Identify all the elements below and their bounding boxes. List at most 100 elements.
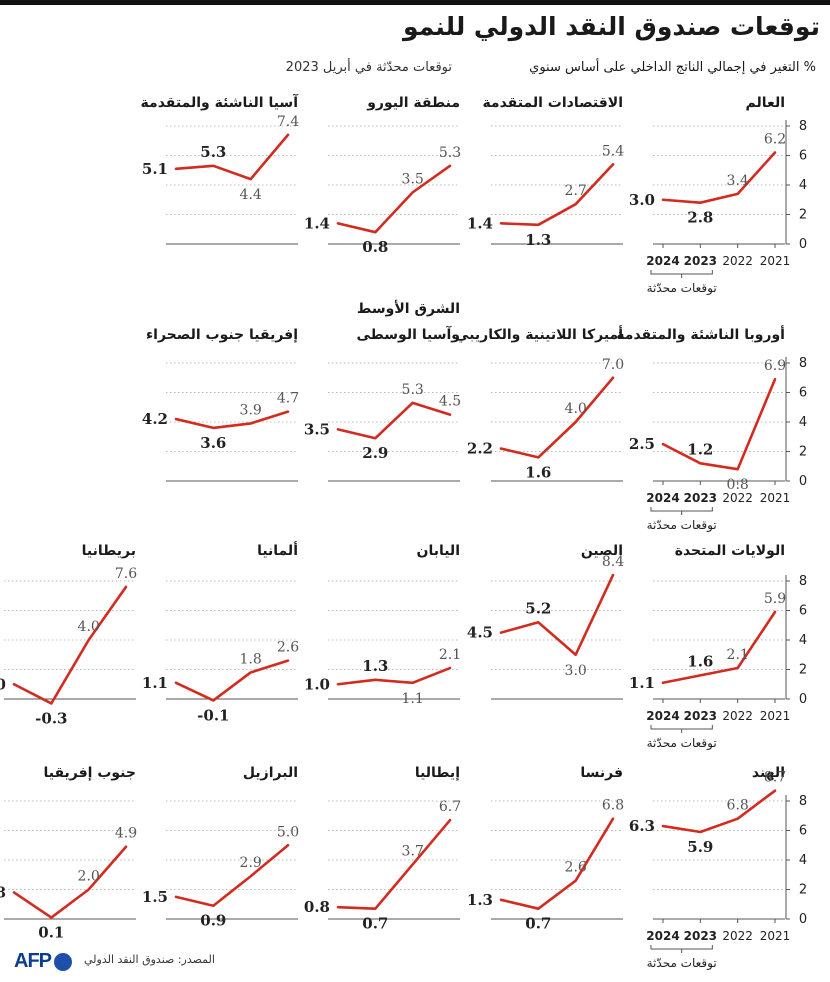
data-label: 2.1 <box>439 647 461 663</box>
data-label: 1.8 <box>240 651 262 667</box>
y-tick-label: 8 <box>799 794 807 809</box>
data-label: 3.9 <box>240 402 262 418</box>
forecast-bracket <box>650 725 713 733</box>
forecast-bracket <box>650 270 713 278</box>
forecast-label: توقعات محدّثة <box>647 736 717 751</box>
data-label: 1.4 <box>304 214 330 232</box>
data-label: 2.6 <box>277 640 299 656</box>
chart-subtitle: % التغير في إجمالي الناتج الداخلي على أس… <box>529 60 816 75</box>
data-label: 2.9 <box>240 855 262 871</box>
afp-logo-text: AFP <box>14 950 52 972</box>
y-tick-label: 4 <box>799 415 807 430</box>
data-label: 0.7 <box>525 915 551 933</box>
panel-title: الاقتصادات المتقدمة <box>482 95 623 111</box>
x-tick-label: 2021 <box>760 254 791 268</box>
x-tick-label: 2023 <box>684 709 717 723</box>
data-label: 5.3 <box>439 145 461 161</box>
x-tick-label: 2023 <box>684 491 717 505</box>
data-label: 1.1 <box>142 674 168 692</box>
x-tick-label: 2023 <box>684 254 717 268</box>
x-tick-label: 2021 <box>760 491 791 505</box>
y-tick-label: 8 <box>799 356 807 371</box>
series-line <box>174 843 290 908</box>
data-label: 4.2 <box>142 410 168 428</box>
y-tick-label: 4 <box>799 178 807 193</box>
data-label: 5.3 <box>402 382 424 398</box>
series-line <box>499 163 615 227</box>
data-label: 3.0 <box>565 663 587 679</box>
data-label: -0.1 <box>197 706 229 724</box>
series-line <box>336 666 452 686</box>
data-label: 2.1 <box>727 647 749 663</box>
y-tick-label: 6 <box>799 824 807 839</box>
data-label: 0.8 <box>727 477 749 493</box>
data-label: 5.9 <box>687 838 713 856</box>
panel-title: إيطاليا <box>414 765 460 781</box>
panel-title: اليابان <box>416 543 461 559</box>
data-label: 4.0 <box>565 401 587 417</box>
x-tick-label: 2022 <box>722 709 753 723</box>
series-line <box>661 151 777 204</box>
data-label: 2.5 <box>629 435 655 453</box>
data-label: 2.9 <box>362 444 388 462</box>
data-label: 2.6 <box>565 860 587 876</box>
panel-title: العالم <box>745 95 785 111</box>
x-tick-label: 2024 <box>646 709 679 723</box>
data-label: 0.7 <box>362 915 388 933</box>
x-tick-label: 2024 <box>646 929 679 943</box>
panel-title: فرنسا <box>580 765 623 781</box>
data-label: 1.3 <box>525 231 551 249</box>
data-label: 0.8 <box>362 238 388 256</box>
y-tick-label: 0 <box>799 692 807 707</box>
data-label: 6.8 <box>602 798 624 814</box>
x-tick-label: 2024 <box>646 254 679 268</box>
panel-title: إفريقيا جنوب الصحراء <box>146 327 298 343</box>
y-tick-label: 2 <box>799 663 807 678</box>
y-tick-label: 8 <box>799 119 807 134</box>
data-label: 2.2 <box>467 440 493 458</box>
y-tick-label: 6 <box>799 604 807 619</box>
source-note: المصدر: صندوق النقد الدولي <box>84 953 215 966</box>
data-label: 6.9 <box>764 358 786 374</box>
x-tick-label: 2022 <box>722 491 753 505</box>
updated-forecast-note: توقعات محدّثة في أبريل 2023 <box>285 60 452 75</box>
y-tick-label: 2 <box>799 208 807 223</box>
data-label: 7.4 <box>277 114 299 130</box>
data-label: 1.6 <box>687 652 713 670</box>
afp-logo: AFP <box>14 950 72 973</box>
data-label: 4.7 <box>277 391 299 407</box>
data-label: 2.8 <box>687 209 713 227</box>
page-title: توقعات صندوق النقد الدولي للنمو <box>402 12 820 41</box>
data-label: 4.9 <box>115 826 137 842</box>
forecast-label: توقعات محدّثة <box>647 518 717 533</box>
data-label: 1.0 <box>304 675 330 693</box>
x-tick-label: 2022 <box>722 929 753 943</box>
series-line <box>336 164 452 234</box>
data-label: 8.4 <box>602 554 624 570</box>
data-label: 5.4 <box>602 143 624 159</box>
forecast-bracket <box>650 507 713 515</box>
data-label: 1.6 <box>525 463 551 481</box>
series-line <box>499 376 615 459</box>
series-line <box>336 818 452 910</box>
data-label: 6.2 <box>764 132 786 148</box>
data-label: 5.9 <box>764 591 786 607</box>
y-tick-label: 0 <box>799 912 807 927</box>
data-label: 2.0 <box>78 869 100 885</box>
data-label: 6.8 <box>727 798 749 814</box>
data-label: 6.3 <box>629 817 655 835</box>
top-rule <box>0 0 830 5</box>
data-label: 1.3 <box>467 891 493 909</box>
x-tick-label: 2023 <box>684 929 717 943</box>
y-tick-label: 4 <box>799 853 807 868</box>
series-line <box>499 573 615 657</box>
y-tick-label: 2 <box>799 883 807 898</box>
forecast-label: توقعات محدّثة <box>647 956 717 971</box>
data-label: 3.0 <box>629 191 655 209</box>
series-line <box>336 401 452 440</box>
x-tick-label: 2022 <box>722 254 753 268</box>
panel-title: بريطانيا <box>81 543 136 559</box>
afp-logo-dot <box>54 952 72 971</box>
data-label: 1.4 <box>467 214 493 232</box>
data-label: 5.0 <box>277 824 299 840</box>
